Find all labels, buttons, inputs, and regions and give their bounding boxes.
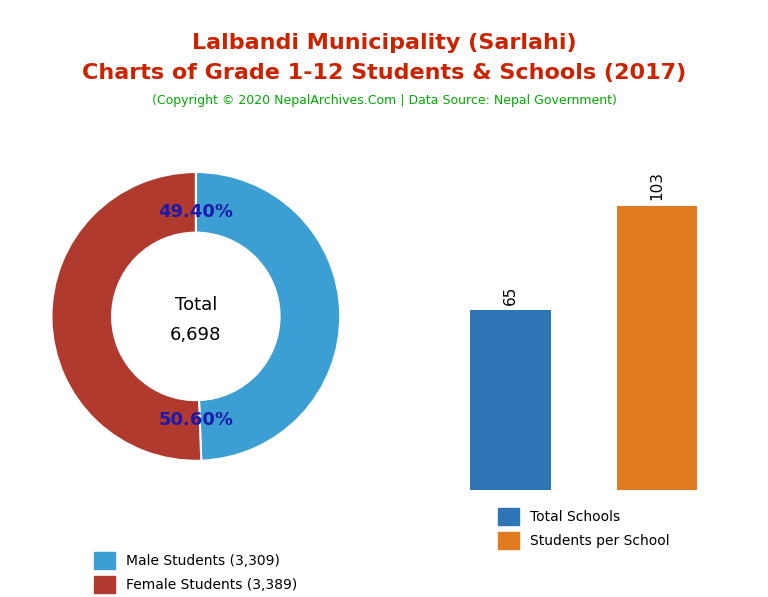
Bar xyxy=(617,206,697,490)
Text: Charts of Grade 1-12 Students & Schools (2017): Charts of Grade 1-12 Students & Schools … xyxy=(82,63,686,83)
Text: 65: 65 xyxy=(503,285,518,305)
Text: (Copyright © 2020 NepalArchives.Com | Data Source: Nepal Government): (Copyright © 2020 NepalArchives.Com | Da… xyxy=(151,94,617,107)
Bar xyxy=(470,310,551,490)
Legend: Total Schools, Students per School: Total Schools, Students per School xyxy=(492,502,675,554)
Text: 103: 103 xyxy=(650,171,664,200)
Legend: Male Students (3,309), Female Students (3,389): Male Students (3,309), Female Students (… xyxy=(88,546,303,597)
Wedge shape xyxy=(51,172,201,461)
Text: 49.40%: 49.40% xyxy=(158,204,233,221)
Text: Total: Total xyxy=(174,296,217,314)
Text: 50.60%: 50.60% xyxy=(158,411,233,429)
Text: Lalbandi Municipality (Sarlahi): Lalbandi Municipality (Sarlahi) xyxy=(192,33,576,53)
Wedge shape xyxy=(196,172,340,461)
Text: 6,698: 6,698 xyxy=(170,326,221,344)
